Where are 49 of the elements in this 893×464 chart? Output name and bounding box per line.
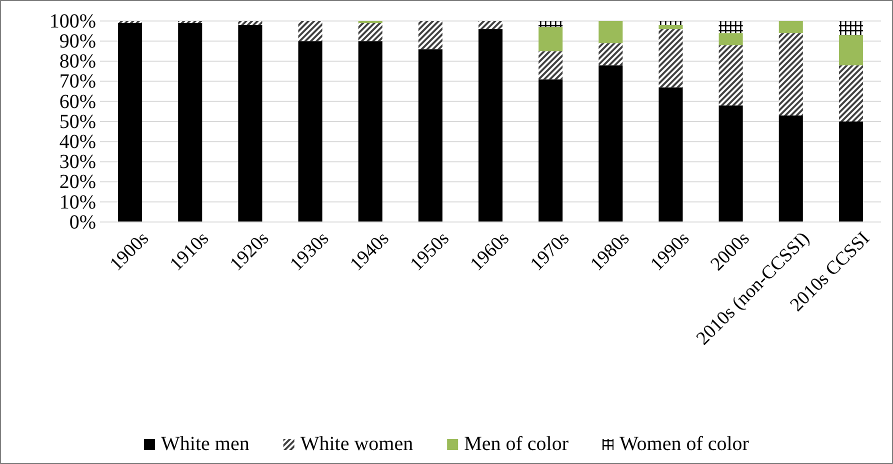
- bar: [778, 33, 803, 116]
- y-tick-label: 0%: [69, 211, 96, 234]
- bar: [358, 23, 382, 42]
- y-tick-label: 10%: [59, 191, 96, 214]
- bar: [658, 29, 683, 88]
- bar: [238, 25, 262, 222]
- bar: [478, 21, 503, 30]
- y-tick-label: 80%: [59, 50, 96, 73]
- bar: [538, 79, 563, 222]
- bar: [598, 21, 623, 44]
- bar: [718, 45, 743, 106]
- bar: [718, 105, 743, 222]
- bar: [118, 23, 142, 222]
- bar: [538, 51, 563, 80]
- bar: [658, 25, 683, 30]
- legend-label: Women of color: [620, 433, 750, 455]
- bar: [838, 65, 863, 122]
- bar: [658, 21, 683, 26]
- bar: [838, 122, 863, 222]
- bar: [778, 21, 803, 34]
- y-tick-label: 20%: [59, 171, 96, 194]
- y-tick-label: 50%: [59, 110, 96, 133]
- legend-label: White men: [161, 433, 250, 455]
- bar: [718, 21, 743, 34]
- y-tick-label: 40%: [59, 131, 96, 153]
- bar: [778, 115, 803, 222]
- bar: [418, 21, 442, 50]
- y-tick-label: 90%: [59, 30, 96, 52]
- bar: [298, 21, 322, 42]
- legend-label: Men of color: [464, 433, 569, 455]
- bar: [238, 21, 262, 26]
- bar: [538, 27, 563, 52]
- y-tick-label: 60%: [59, 90, 96, 113]
- y-tick-label: 70%: [59, 70, 96, 93]
- bar: [538, 21, 563, 28]
- y-tick-label: 30%: [59, 151, 96, 174]
- bar: [658, 87, 683, 222]
- bar: [718, 33, 743, 46]
- legend-label: White women: [300, 433, 414, 455]
- bar: [418, 49, 442, 222]
- bar: [838, 21, 863, 36]
- bar: [298, 41, 322, 222]
- bar: [598, 65, 623, 222]
- y-tick-label: 100%: [49, 10, 96, 32]
- bar: [598, 43, 623, 66]
- bar: [178, 23, 202, 222]
- bar: [478, 29, 503, 222]
- bar: [358, 41, 382, 222]
- bar: [838, 35, 863, 66]
